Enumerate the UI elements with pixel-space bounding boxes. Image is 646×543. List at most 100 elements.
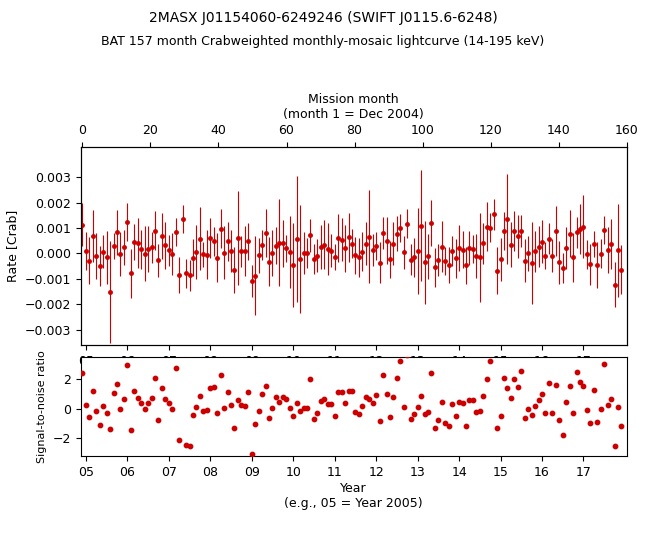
Point bbox=[447, 400, 457, 408]
Point bbox=[116, 405, 126, 414]
Point bbox=[267, 404, 278, 413]
Text: BAT 157 month Crabweighted monthly-mosaic lightcurve (14-195 keV): BAT 157 month Crabweighted monthly-mosai… bbox=[101, 35, 545, 48]
Point bbox=[409, 409, 419, 418]
Point bbox=[236, 401, 247, 410]
Point bbox=[271, 393, 281, 402]
Point bbox=[174, 436, 184, 445]
Point bbox=[388, 393, 399, 401]
Point bbox=[596, 405, 606, 414]
Point bbox=[171, 364, 181, 372]
Point bbox=[105, 425, 115, 433]
Point bbox=[391, 374, 402, 383]
Point bbox=[229, 424, 240, 433]
Point bbox=[561, 397, 571, 406]
Point bbox=[309, 414, 319, 423]
X-axis label: Mission month
(month 1 = Dec 2004): Mission month (month 1 = Dec 2004) bbox=[284, 93, 424, 121]
Point bbox=[126, 426, 136, 435]
Point bbox=[519, 413, 530, 422]
Point bbox=[212, 409, 222, 418]
Point bbox=[550, 380, 561, 389]
Point bbox=[592, 418, 603, 427]
Point bbox=[375, 416, 385, 425]
Point bbox=[122, 361, 132, 370]
Point bbox=[565, 382, 575, 390]
Point bbox=[302, 404, 312, 413]
X-axis label: Year
(e.g., 05 = Year 2005): Year (e.g., 05 = Year 2005) bbox=[284, 482, 423, 510]
Point bbox=[485, 357, 495, 365]
Point bbox=[609, 441, 620, 450]
Point bbox=[167, 405, 178, 413]
Point bbox=[219, 403, 229, 412]
Point bbox=[243, 387, 253, 396]
Point bbox=[613, 403, 623, 412]
Point bbox=[544, 378, 554, 387]
Point bbox=[495, 412, 506, 421]
Point bbox=[150, 374, 160, 382]
Point bbox=[119, 395, 129, 403]
Point bbox=[136, 399, 147, 407]
Point bbox=[371, 391, 381, 400]
Point bbox=[191, 403, 202, 412]
Point bbox=[195, 392, 205, 401]
Point bbox=[516, 367, 526, 375]
Point bbox=[329, 411, 340, 420]
Point bbox=[202, 406, 212, 414]
Point bbox=[419, 410, 430, 419]
Point bbox=[257, 390, 267, 399]
Point bbox=[209, 383, 219, 392]
Point bbox=[264, 413, 274, 422]
Point bbox=[399, 402, 409, 411]
Point bbox=[364, 395, 375, 403]
Point bbox=[585, 419, 596, 427]
Point bbox=[285, 403, 295, 412]
Point bbox=[298, 403, 309, 412]
Point bbox=[160, 395, 171, 404]
Point bbox=[450, 412, 461, 420]
Point bbox=[143, 399, 153, 407]
Point bbox=[222, 388, 233, 396]
Point bbox=[422, 408, 433, 416]
Point bbox=[347, 387, 357, 395]
Point bbox=[337, 388, 347, 396]
Point bbox=[181, 440, 191, 449]
Point bbox=[509, 375, 519, 383]
Y-axis label: Signal-to-noise ratio: Signal-to-noise ratio bbox=[37, 350, 47, 463]
Point bbox=[492, 424, 502, 433]
Point bbox=[350, 407, 360, 416]
Point bbox=[534, 395, 544, 404]
Point bbox=[554, 416, 565, 425]
Point bbox=[81, 401, 91, 409]
Point bbox=[153, 415, 163, 424]
Point bbox=[444, 422, 454, 431]
Point bbox=[132, 393, 143, 402]
Point bbox=[457, 399, 468, 408]
Point bbox=[402, 351, 412, 359]
Point bbox=[253, 407, 264, 415]
Point bbox=[84, 413, 94, 421]
Point bbox=[184, 442, 194, 451]
Point bbox=[240, 402, 250, 411]
Point bbox=[568, 409, 578, 418]
Point bbox=[606, 394, 616, 403]
Point bbox=[163, 399, 174, 407]
Point bbox=[499, 373, 509, 382]
Point bbox=[78, 369, 88, 377]
Point bbox=[226, 401, 236, 409]
Point bbox=[581, 406, 592, 414]
Point bbox=[478, 391, 488, 400]
Point bbox=[340, 399, 350, 407]
Point bbox=[481, 375, 492, 383]
Point bbox=[354, 410, 364, 419]
Point bbox=[575, 378, 585, 387]
Point bbox=[322, 400, 333, 409]
Point bbox=[416, 391, 426, 400]
Point bbox=[281, 394, 291, 403]
Point bbox=[188, 411, 198, 419]
Point bbox=[333, 387, 343, 396]
Point bbox=[461, 422, 471, 431]
Point bbox=[140, 405, 150, 413]
Point bbox=[205, 383, 216, 392]
Point bbox=[216, 371, 226, 380]
Point bbox=[101, 408, 112, 417]
Point bbox=[603, 400, 613, 409]
